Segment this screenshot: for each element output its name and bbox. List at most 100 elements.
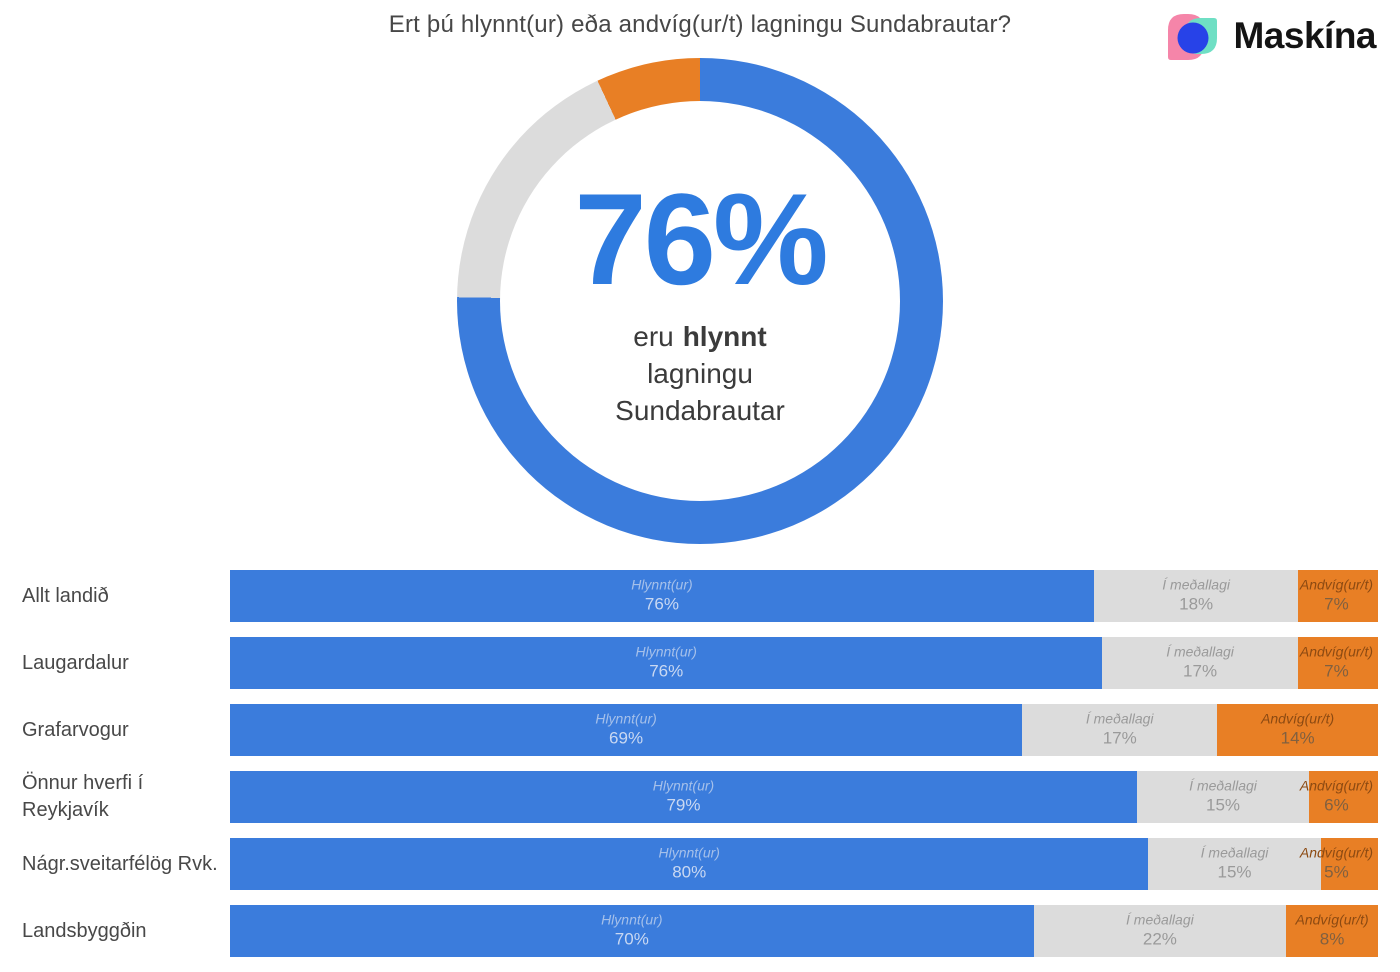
segment-value: 7% (1324, 661, 1349, 681)
segment-value: 70% (614, 929, 649, 949)
bar-segment-hlynnt: Hlynnt(ur) 80% (230, 838, 1149, 890)
donut-chart: 76% eru hlynnt lagningu Sundabrautar (457, 58, 943, 544)
bar-segment-hlynnt: Hlynnt(ur) 70% (230, 905, 1034, 957)
segment-text: Í meðallagi 15% (1148, 845, 1320, 884)
segment-text: Í meðallagi 17% (1102, 644, 1297, 683)
stacked-bar-track: Hlynnt(ur) 76% Í meðallagi 18% Andvíg(ur/t) 7… (230, 570, 1378, 622)
brand-logo: Maskína (1164, 8, 1376, 64)
segment-series-label: Í meðallagi (1189, 777, 1257, 794)
donut-chart-hole (500, 101, 900, 501)
bar-row: Landsbyggðin Hlynnt(ur) 70% Í meðallagi 22% A… (0, 905, 1378, 957)
brand-name: Maskína (1233, 15, 1376, 56)
caption-line2: lagningu (647, 357, 753, 389)
segment-text: Andvíg(ur/t) 7% (1295, 644, 1378, 683)
bar-row: Laugardalur Hlynnt(ur) 76% Í meðallagi 17% An… (0, 637, 1378, 689)
category-label: Nágr.sveitarfélög Rvk. (22, 852, 218, 875)
segment-value: 15% (1217, 862, 1252, 882)
caption-highlight: hlynnt (682, 320, 767, 352)
bar-segment-medallagi: Í meðallagi 18% (1093, 570, 1299, 622)
segment-series-label: Andvíg(ur/t) (1299, 777, 1373, 794)
bar-segment-andvig: Andvíg(ur/t) 5% (1300, 838, 1379, 890)
bar-row: Nágr.sveitarfélög Rvk. Hlynnt(ur) 80% Í með… (0, 838, 1379, 890)
stacked-bar-track: Hlynnt(ur) 70% Í meðallagi 22% Andvíg(ur/t) 8… (230, 905, 1378, 957)
segment-value: 76% (649, 661, 684, 681)
category-label: Allt landið (22, 584, 109, 607)
bar-row: Önnur hverfi í Reykjavík Hlynnt(ur) 79% Í me… (0, 771, 1378, 823)
segment-text: Andvíg(ur/t) 6% (1295, 778, 1378, 817)
bar-segment-medallagi: Í meðallagi 17% (1102, 637, 1298, 689)
bar-segment-hlynnt: Hlynnt(ur) 76% (230, 570, 1094, 622)
segment-series-label: Andvíg(ur/t) (1299, 576, 1373, 593)
segment-text: Andvíg(ur/t) 5% (1295, 845, 1378, 884)
segment-series-label: Andvíg(ur/t) (1299, 844, 1374, 861)
segment-series-label: Í meðallagi (1166, 643, 1234, 660)
segment-series-label: Hlynnt(ur) (631, 576, 693, 593)
segment-series-label: Í meðallagi (1162, 576, 1230, 593)
category-label: Laugardalur (22, 651, 129, 674)
segment-series-label: Andvíg(ur/t) (1261, 710, 1335, 727)
caption-line3: Sundabrautar (615, 394, 785, 426)
stacked-bar-track: Hlynnt(ur) 76% Í meðallagi 17% Andvíg(ur/t) 7… (230, 637, 1378, 689)
segment-series-label: Í meðallagi (1126, 911, 1194, 928)
segment-text: Í meðallagi 18% (1094, 577, 1299, 616)
segment-series-label: Hlynnt(ur) (658, 844, 720, 861)
bar-segment-andvig: Andvíg(ur/t) 6% (1300, 771, 1378, 823)
segment-value: 69% (609, 728, 644, 748)
segment-text: Hlynnt(ur) 80% (230, 845, 1148, 884)
segment-value: 17% (1183, 661, 1218, 681)
segment-text: Hlynnt(ur) 76% (230, 644, 1102, 683)
segment-value: 8% (1319, 929, 1345, 949)
segment-series-label: Hlynnt(ur) (652, 777, 715, 794)
bar-segment-andvig: Andvíg(ur/t) 7% (1298, 570, 1378, 622)
segment-value: 79% (666, 795, 701, 815)
segment-value: 14% (1280, 728, 1315, 748)
segment-value: 15% (1206, 795, 1241, 815)
segment-text: Andvíg(ur/t) 8% (1286, 912, 1378, 951)
segment-text: Hlynnt(ur) 76% (230, 577, 1094, 616)
segment-series-label: Í meðallagi (1085, 710, 1154, 727)
segment-series-label: Hlynnt(ur) (595, 710, 657, 727)
bar-segment-medallagi: Í meðallagi 22% (1033, 905, 1287, 957)
bar-segment-medallagi: Í meðallagi 15% (1136, 771, 1310, 823)
page-title: Ert þú hlynnt(ur) eða andvíg(ur/t) lagni… (388, 11, 1012, 38)
segment-value: 5% (1324, 862, 1349, 882)
segment-value: 6% (1324, 795, 1349, 815)
category-label: Landsbyggðin (22, 919, 147, 942)
donut-center-text: 76% eru hlynnt lagningu Sundabrautar (457, 58, 943, 544)
category-label: Grafarvogur (22, 718, 129, 741)
donut-headline-value: 76% (574, 165, 828, 312)
stacked-bar-track: Hlynnt(ur) 80% Í meðallagi 15% Andvíg(ur/t) 5… (230, 838, 1379, 890)
segment-series-label: Í meðallagi (1200, 844, 1269, 861)
segment-series-label: Hlynnt(ur) (601, 911, 663, 928)
bar-segment-andvig: Andvíg(ur/t) 14% (1217, 704, 1378, 756)
segment-text: Andvíg(ur/t) 7% (1295, 577, 1378, 616)
donut-caption: eru hlynnt lagningu Sundabrautar (615, 318, 785, 429)
segment-text: Í meðallagi 15% (1137, 778, 1309, 817)
bar-row: Grafarvogur Hlynnt(ur) 69% Í meðallagi 17% An… (0, 704, 1378, 756)
bar-segment-andvig: Andvíg(ur/t) 7% (1295, 637, 1378, 689)
segment-value: 7% (1324, 594, 1349, 614)
bar-row: Allt landið Hlynnt(ur) 76% Í meðallagi 18% An… (0, 570, 1378, 622)
segment-value: 22% (1142, 929, 1177, 949)
segment-series-label: Andvíg(ur/t) (1299, 643, 1373, 660)
segment-text: Andvíg(ur/t) 14% (1217, 711, 1378, 750)
bar-segment-medallagi: Í meðallagi 15% (1148, 838, 1321, 890)
bar-segment-hlynnt: Hlynnt(ur) 76% (230, 637, 1103, 689)
segment-value: 80% (672, 862, 707, 882)
segment-value: 17% (1102, 728, 1137, 748)
segment-text: Hlynnt(ur) 79% (230, 778, 1137, 817)
segment-series-label: Hlynnt(ur) (635, 643, 697, 660)
caption-pre: eru (633, 320, 674, 352)
segment-text: Hlynnt(ur) 70% (230, 912, 1034, 951)
segment-series-label: Andvíg(ur/t) (1295, 911, 1369, 928)
bar-segment-andvig: Andvíg(ur/t) 8% (1286, 905, 1378, 957)
stacked-bar-track: Hlynnt(ur) 69% Í meðallagi 17% Andvíg(ur/t) 1… (230, 704, 1378, 756)
category-label: Önnur hverfi í Reykjavík (22, 772, 144, 821)
maskina-logo-icon (1168, 14, 1218, 60)
bar-segment-hlynnt: Hlynnt(ur) 69% (230, 704, 1023, 756)
bar-segment-medallagi: Í meðallagi 17% (1022, 704, 1218, 756)
segment-value: 76% (644, 594, 679, 614)
stacked-bar-track: Hlynnt(ur) 79% Í meðallagi 15% Andvíg(ur/t) 6… (230, 771, 1378, 823)
stacked-bar-chart: Allt landið Hlynnt(ur) 76% Í meðallagi 18% An… (0, 570, 1379, 972)
segment-text: Í meðallagi 22% (1034, 912, 1287, 951)
